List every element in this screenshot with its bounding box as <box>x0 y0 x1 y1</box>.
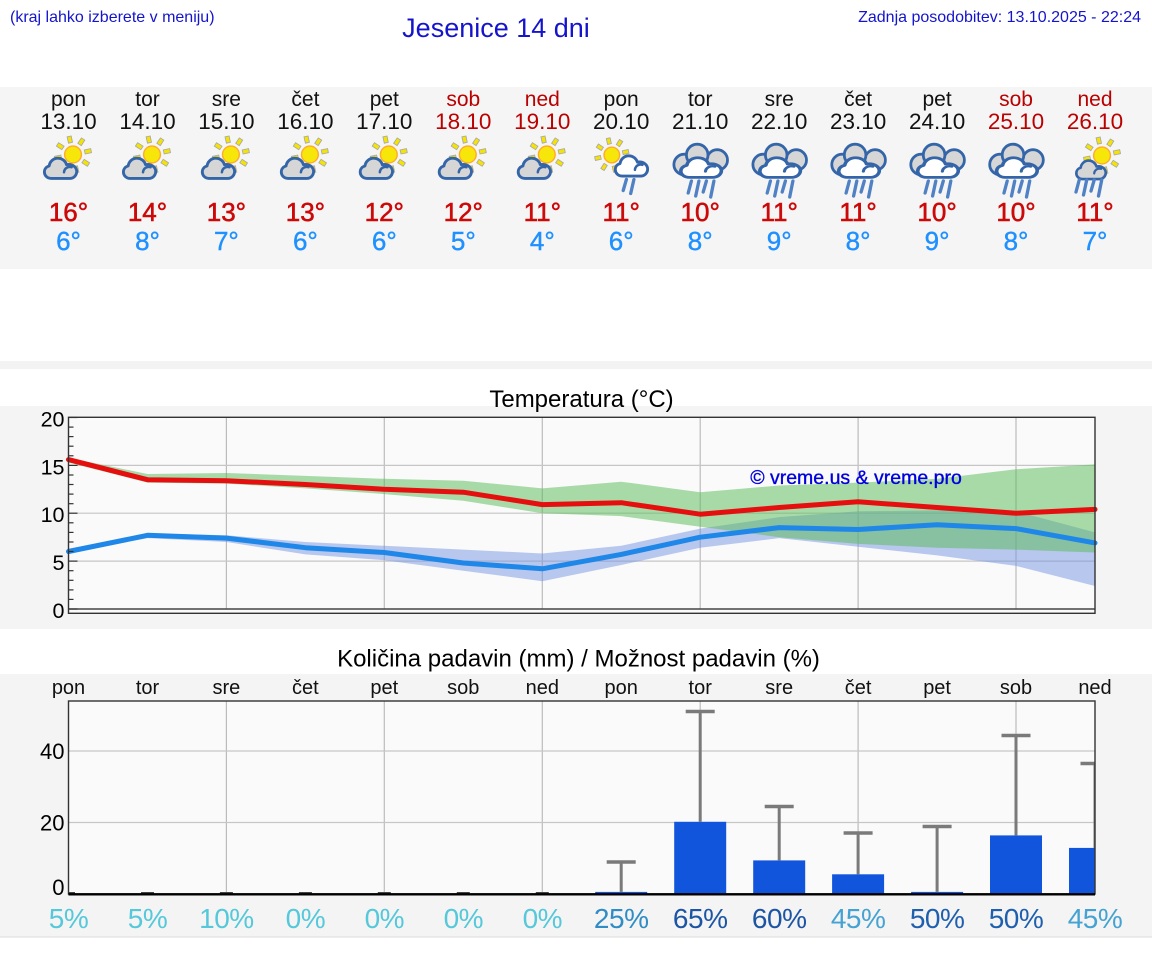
svg-text:Temperatura (°C): Temperatura (°C) <box>489 386 673 413</box>
svg-text:45%: 45% <box>1068 903 1123 934</box>
svg-text:Jesenice 14 dni: Jesenice 14 dni <box>402 13 590 43</box>
svg-text:10%: 10% <box>199 903 254 934</box>
svg-text:sre: sre <box>212 88 241 111</box>
svg-text:14°: 14° <box>128 197 167 227</box>
svg-text:25.10: 25.10 <box>988 109 1044 134</box>
svg-text:0%: 0% <box>365 903 404 934</box>
svg-text:0%: 0% <box>523 903 562 934</box>
svg-text:6°: 6° <box>609 226 634 256</box>
svg-text:40: 40 <box>40 739 64 764</box>
svg-text:11°: 11° <box>761 197 798 227</box>
svg-text:čet: čet <box>291 88 319 111</box>
svg-text:sre: sre <box>213 677 241 699</box>
svg-text:11°: 11° <box>1076 197 1113 227</box>
svg-text:10°: 10° <box>996 197 1035 227</box>
svg-text:sob: sob <box>999 88 1033 111</box>
svg-text:čet: čet <box>845 677 872 699</box>
svg-text:65%: 65% <box>673 903 728 934</box>
svg-text:25%: 25% <box>594 903 649 934</box>
svg-text:pet: pet <box>923 677 951 699</box>
svg-text:20.10: 20.10 <box>593 109 649 134</box>
svg-text:9°: 9° <box>767 226 792 256</box>
svg-text:26.10: 26.10 <box>1067 109 1123 134</box>
svg-text:pet: pet <box>370 88 399 111</box>
svg-text:13.10: 13.10 <box>40 109 96 134</box>
svg-text:6°: 6° <box>372 226 397 256</box>
svg-text:24.10: 24.10 <box>909 109 965 134</box>
svg-text:17.10: 17.10 <box>356 109 412 134</box>
svg-text:10: 10 <box>41 503 65 527</box>
svg-text:5: 5 <box>53 551 65 575</box>
svg-text:19.10: 19.10 <box>514 109 570 134</box>
svg-text:6°: 6° <box>56 226 81 256</box>
svg-text:7°: 7° <box>214 226 239 256</box>
svg-text:60%: 60% <box>752 903 807 934</box>
svg-text:tor: tor <box>689 677 713 699</box>
svg-text:45%: 45% <box>831 903 886 934</box>
svg-text:16.10: 16.10 <box>277 109 333 134</box>
svg-text:© vreme.us & vreme.pro: © vreme.us & vreme.pro <box>750 467 962 489</box>
svg-text:20: 20 <box>41 408 65 432</box>
svg-text:pon: pon <box>604 88 639 111</box>
svg-text:7°: 7° <box>1083 226 1108 256</box>
svg-text:5%: 5% <box>128 903 167 934</box>
svg-text:sre: sre <box>765 677 793 699</box>
svg-text:(kraj lahko izberete v meniju): (kraj lahko izberete v meniju) <box>10 9 215 26</box>
svg-text:sre: sre <box>765 88 794 111</box>
svg-text:0%: 0% <box>286 903 325 934</box>
svg-text:pon: pon <box>605 677 638 699</box>
svg-text:5°: 5° <box>451 226 476 256</box>
svg-text:čet: čet <box>844 88 872 111</box>
svg-text:8°: 8° <box>688 226 713 256</box>
svg-text:14.10: 14.10 <box>119 109 175 134</box>
svg-text:6°: 6° <box>293 226 318 256</box>
svg-text:12°: 12° <box>444 197 483 227</box>
svg-text:23.10: 23.10 <box>830 109 886 134</box>
svg-text:pon: pon <box>51 88 86 111</box>
svg-text:Zadnja posodobitev: 13.10.2025: Zadnja posodobitev: 13.10.2025 - 22:24 <box>858 9 1141 26</box>
svg-text:0: 0 <box>52 875 64 900</box>
svg-text:8°: 8° <box>135 226 160 256</box>
svg-text:Količina padavin (mm) / Možnos: Količina padavin (mm) / Možnost padavin … <box>337 646 820 673</box>
svg-text:tor: tor <box>688 88 713 111</box>
svg-text:13°: 13° <box>207 197 246 227</box>
svg-text:tor: tor <box>136 677 160 699</box>
svg-text:0%: 0% <box>444 903 483 934</box>
svg-text:11°: 11° <box>839 197 876 227</box>
svg-text:11°: 11° <box>524 197 561 227</box>
svg-text:pon: pon <box>52 677 85 699</box>
svg-text:10°: 10° <box>917 197 956 227</box>
svg-text:50%: 50% <box>910 903 965 934</box>
svg-text:15.10: 15.10 <box>198 109 254 134</box>
svg-text:16°: 16° <box>49 197 88 227</box>
svg-text:ned: ned <box>1077 88 1112 111</box>
svg-text:sob: sob <box>1000 677 1032 699</box>
svg-text:50%: 50% <box>989 903 1044 934</box>
svg-text:sob: sob <box>446 88 480 111</box>
svg-text:5%: 5% <box>49 903 88 934</box>
svg-text:ned: ned <box>1078 677 1111 699</box>
svg-text:8°: 8° <box>1004 226 1029 256</box>
svg-text:8°: 8° <box>846 226 871 256</box>
svg-text:čet: čet <box>292 677 319 699</box>
svg-text:18.10: 18.10 <box>435 109 491 134</box>
svg-text:21.10: 21.10 <box>672 109 728 134</box>
svg-text:ned: ned <box>525 88 560 111</box>
svg-text:pet: pet <box>370 677 398 699</box>
svg-text:0: 0 <box>53 599 65 623</box>
svg-text:12°: 12° <box>365 197 404 227</box>
svg-text:sob: sob <box>447 677 479 699</box>
svg-text:ned: ned <box>526 677 559 699</box>
svg-text:pet: pet <box>922 88 951 111</box>
svg-text:22.10: 22.10 <box>751 109 807 134</box>
svg-text:4°: 4° <box>530 226 555 256</box>
svg-text:15: 15 <box>41 455 65 479</box>
svg-text:20: 20 <box>40 811 64 836</box>
svg-text:11°: 11° <box>603 197 640 227</box>
svg-text:10°: 10° <box>681 197 720 227</box>
svg-text:tor: tor <box>135 88 160 111</box>
svg-text:13°: 13° <box>286 197 325 227</box>
svg-text:9°: 9° <box>925 226 950 256</box>
